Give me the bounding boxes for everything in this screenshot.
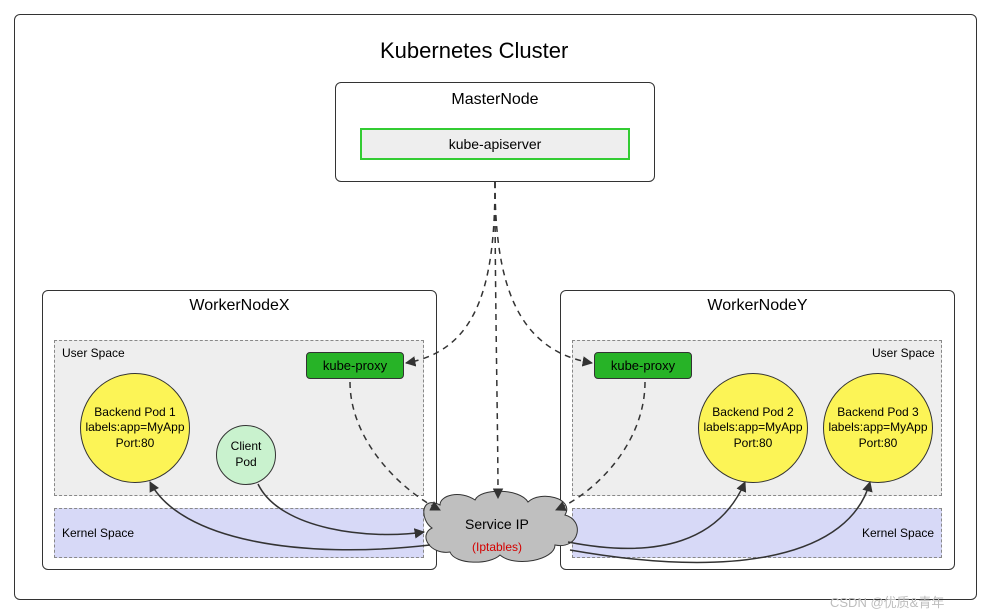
pod-line: Port:80 (859, 436, 898, 452)
cluster-title: Kubernetes Cluster (380, 38, 568, 64)
pod-line: labels:app=MyApp (703, 420, 802, 436)
kube-proxy-x: kube-proxy (306, 352, 404, 379)
pod-line: Backend Pod 3 (837, 405, 918, 421)
worker-y-user-space-label: User Space (872, 346, 935, 360)
worker-x-user-space-label: User Space (62, 346, 125, 360)
backend-pod-2: Backend Pod 2 labels:app=MyApp Port:80 (698, 373, 808, 483)
pod-line: Port:80 (734, 436, 773, 452)
pod-line: Backend Pod 1 (94, 405, 175, 421)
pod-line: Client (231, 439, 262, 455)
pod-line: Pod (235, 455, 256, 471)
worker-x-label: WorkerNodeX (43, 297, 436, 315)
backend-pod-3: Backend Pod 3 labels:app=MyApp Port:80 (823, 373, 933, 483)
worker-y-kernel-space-label: Kernel Space (862, 526, 934, 540)
pod-line: labels:app=MyApp (85, 420, 184, 436)
watermark: CSDN @优质&青年 (830, 592, 944, 611)
kube-apiserver-box: kube-apiserver (360, 128, 630, 160)
kube-proxy-y: kube-proxy (594, 352, 692, 379)
client-pod: Client Pod (216, 425, 276, 485)
service-ip-sublabel: (Iptables) (472, 540, 522, 554)
worker-x-kernel-space-label: Kernel Space (62, 526, 134, 540)
pod-line: Backend Pod 2 (712, 405, 793, 421)
worker-y-label: WorkerNodeY (561, 297, 954, 315)
master-node-label: MasterNode (336, 91, 654, 109)
pod-line: Port:80 (116, 436, 155, 452)
pod-line: labels:app=MyApp (828, 420, 927, 436)
backend-pod-1: Backend Pod 1 labels:app=MyApp Port:80 (80, 373, 190, 483)
service-ip-label: Service IP (465, 516, 529, 532)
